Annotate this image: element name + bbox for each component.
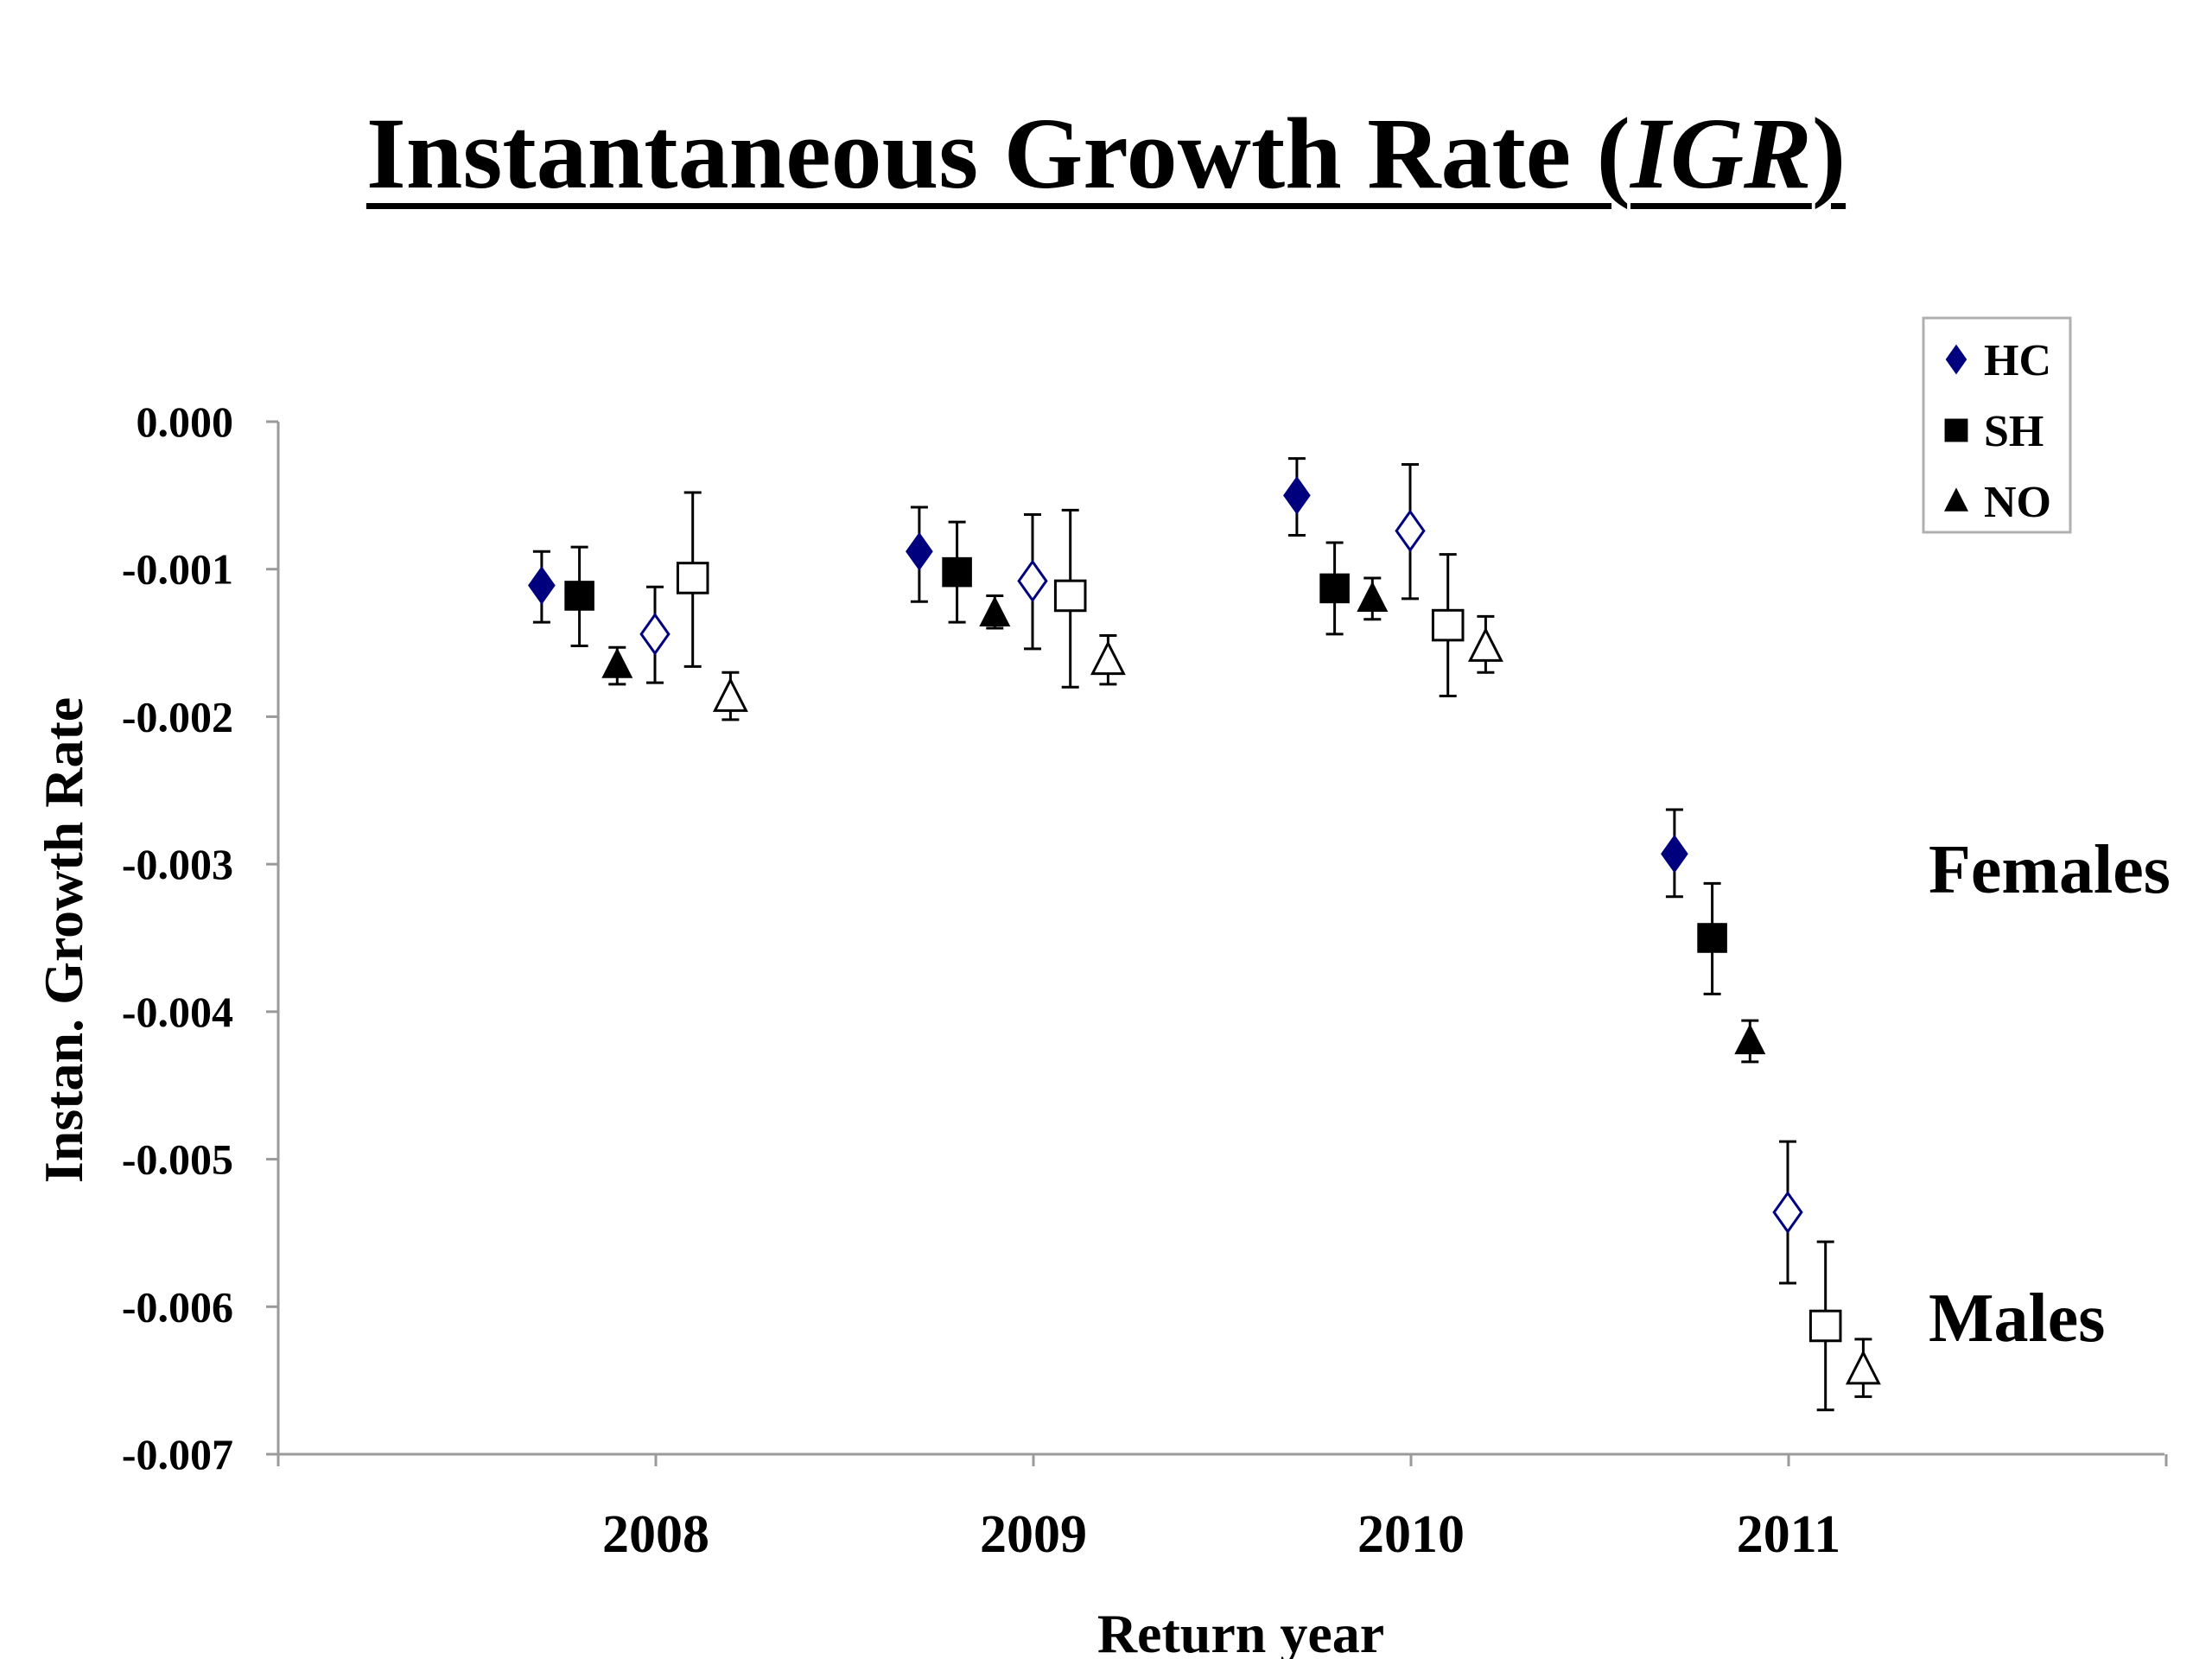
chart-title-italic: IGR (1630, 97, 1812, 210)
y-tick-label: -0.003 (122, 840, 233, 888)
point-males-hc-2009 (1017, 559, 1048, 603)
point-females-no-2008 (601, 647, 633, 678)
annotation-males: Males (1929, 1281, 2105, 1357)
point-females-hc-2008 (528, 566, 556, 605)
annotations: Females Males (1929, 832, 2171, 1357)
y-tick-label: -0.006 (122, 1282, 233, 1331)
chart-title-suffix: ) (1811, 97, 1847, 210)
point-males-no-2008 (712, 677, 748, 712)
y-tick-label: -0.005 (122, 1135, 233, 1184)
x-tick-label: 2011 (1737, 1505, 1841, 1564)
legend-label-sh: SH (1984, 407, 2044, 456)
point-females-sh-2008 (564, 581, 594, 611)
point-males-no-2011 (1845, 1350, 1881, 1385)
legend: HC SH NO (1922, 316, 2072, 534)
y-tick-label: -0.004 (122, 988, 233, 1036)
point-females-no-2010 (1357, 581, 1389, 612)
point-females-no-2009 (979, 595, 1011, 627)
point-males-sh-2011 (1808, 1309, 1842, 1343)
point-males-hc-2011 (1772, 1191, 1803, 1234)
annotation-females: Females (1929, 832, 2171, 908)
axes (266, 420, 2168, 1466)
point-females-sh-2009 (942, 556, 972, 588)
axis-labels: Return year Instan. Growth Rate (33, 697, 1384, 1659)
y-tick-label: 0.000 (137, 397, 234, 446)
y-tick-label: -0.007 (122, 1430, 233, 1478)
legend-marker-hc (1945, 344, 1967, 375)
point-females-hc-2010 (1283, 476, 1311, 515)
x-tick-label: 2008 (602, 1505, 709, 1564)
point-females-hc-2009 (906, 531, 933, 571)
point-males-sh-2010 (1431, 608, 1465, 642)
data-points (528, 457, 1881, 1412)
legend-marker-no (1944, 487, 1968, 512)
chart-title-text: Instantaneous Growth Rate (IGR) (366, 97, 1846, 210)
legend-marker-sh (1944, 418, 1968, 442)
point-males-no-2010 (1467, 626, 1503, 662)
point-males-sh-2009 (1053, 579, 1087, 613)
y-tick-label: -0.001 (122, 545, 233, 594)
x-axis-label: Return year (1097, 1603, 1384, 1659)
point-females-sh-2011 (1697, 923, 1727, 953)
tick-labels: 0.000 -0.001 -0.002 -0.003 -0.004 -0.005 -0.00… (122, 397, 1840, 1564)
legend-label-no: NO (1984, 478, 2051, 527)
legend-label-hc: HC (1984, 336, 2051, 385)
x-tick-label: 2010 (1357, 1505, 1465, 1564)
point-females-no-2011 (1734, 1023, 1766, 1055)
point-males-hc-2008 (639, 612, 671, 656)
point-males-hc-2010 (1395, 509, 1426, 553)
x-tick-label: 2009 (980, 1505, 1087, 1564)
point-males-no-2009 (1090, 640, 1126, 676)
chart-title-prefix: Instantaneous Growth Rate ( (365, 97, 1630, 210)
y-axis-label: Instan. Growth Rate (33, 697, 94, 1183)
point-females-sh-2010 (1319, 573, 1350, 604)
point-males-sh-2008 (676, 562, 709, 594)
point-females-hc-2011 (1661, 834, 1688, 874)
y-tick-label: -0.002 (122, 692, 233, 741)
chart-title: Instantaneous Growth Rate (IGR) (0, 95, 2212, 213)
